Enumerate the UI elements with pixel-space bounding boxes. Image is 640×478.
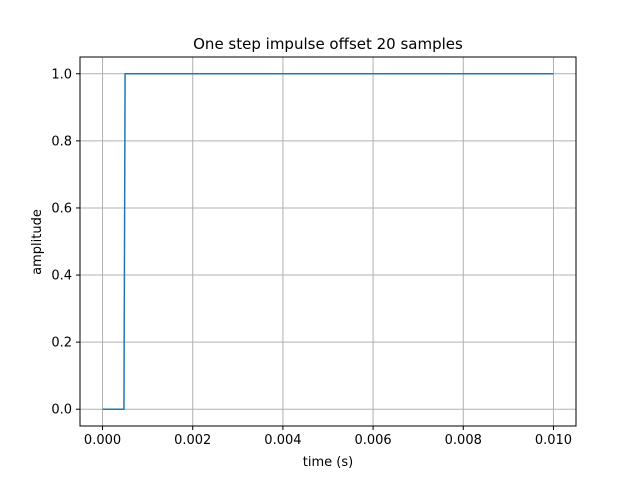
series-layer [102,73,554,410]
x-tick-label: 0.010 [535,433,572,448]
y-tick-label: 0.4 [51,269,72,284]
series-line [102,73,554,410]
x-tick-label: 0.004 [264,433,301,448]
ticks: 0.000 0.002 0.004 0.006 0.008 0.010 0.0 0.2 0.4 0… [51,67,572,448]
chart-title: One step impulse offset 20 samples [193,35,463,53]
x-tick-label: 0.002 [174,433,211,448]
plot-frame [79,56,577,427]
y-tick-label: 0.0 [51,403,72,418]
x-tick-label: 0.006 [354,433,391,448]
y-tick-label: 0.6 [51,201,72,216]
y-tick-label: 0.8 [51,134,72,149]
x-axis-label: time (s) [303,455,353,470]
y-tick-label: 1.0 [51,67,72,82]
x-tick-label: 0.008 [445,433,482,448]
y-tick-label: 0.2 [51,336,72,351]
x-tick-label: 0.000 [84,433,121,448]
y-axis-label: amplitude [30,209,45,275]
